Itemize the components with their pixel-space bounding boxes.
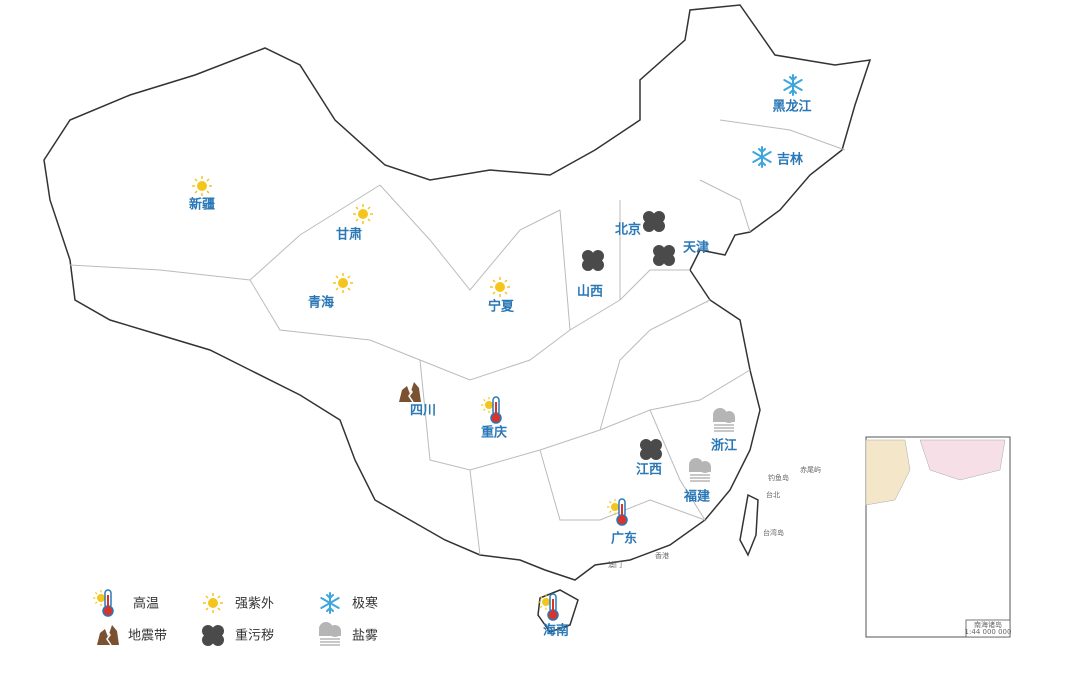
hazard-icon	[191, 175, 213, 197]
place-label: 澳门	[608, 560, 622, 569]
hazard-icon	[582, 250, 604, 271]
province-label: 甘肃	[336, 227, 362, 243]
place-label: 钓鱼岛	[768, 473, 789, 482]
inset-map	[865, 436, 1011, 638]
inset-scale: 1:44 000 000	[965, 628, 1012, 636]
province-label: 青海	[308, 295, 334, 311]
hazard-icon	[653, 245, 675, 266]
province-label: 四川	[410, 404, 436, 419]
place-label: 赤尾屿	[800, 465, 821, 474]
province-label: 浙江	[711, 438, 737, 454]
hazard-icon	[489, 276, 511, 298]
place-label: 台湾岛	[763, 528, 784, 537]
hazard-icon	[640, 439, 662, 460]
province-label: 重庆	[481, 425, 507, 441]
province-label: 江西	[636, 462, 662, 478]
legend-label: 高温	[133, 596, 159, 612]
province-label: 山西	[577, 284, 603, 300]
hazard-icon	[643, 211, 665, 232]
province-label: 北京	[615, 222, 641, 238]
place-label: 香港	[655, 551, 669, 560]
province-label: 吉林	[777, 152, 803, 168]
province-label: 宁夏	[488, 299, 515, 315]
hazard-icon	[352, 203, 374, 225]
province-label: 天津	[683, 240, 709, 256]
inset-title: 南海诸岛	[974, 620, 1002, 629]
legend-label: 地震带	[128, 629, 167, 644]
legend-label: 强紫外	[235, 597, 274, 612]
place-label: 台北	[766, 490, 780, 499]
legend-label: 盐雾	[352, 629, 378, 644]
legend-label: 极寒	[352, 596, 378, 612]
land	[43, 4, 872, 633]
province-borders	[69, 119, 846, 556]
province-label: 新疆	[189, 197, 215, 213]
province-label: 海南	[543, 623, 569, 639]
province-label: 广东	[611, 531, 637, 547]
hazard-icon	[332, 272, 354, 294]
province-label: 黑龙江	[772, 99, 811, 115]
legend-label: 重污秽	[235, 628, 274, 644]
province-label: 福建	[683, 489, 710, 505]
